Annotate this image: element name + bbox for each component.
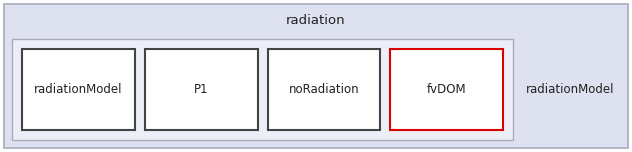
Text: fvDOM: fvDOM bbox=[427, 83, 466, 96]
FancyBboxPatch shape bbox=[390, 49, 503, 130]
FancyBboxPatch shape bbox=[145, 49, 257, 130]
Text: radiationModel: radiationModel bbox=[34, 83, 123, 96]
FancyBboxPatch shape bbox=[267, 49, 380, 130]
Text: P1: P1 bbox=[194, 83, 209, 96]
FancyBboxPatch shape bbox=[4, 4, 628, 148]
Text: radiationModel: radiationModel bbox=[526, 83, 615, 96]
Text: noRadiation: noRadiation bbox=[289, 83, 359, 96]
Text: radiation: radiation bbox=[286, 14, 346, 26]
FancyBboxPatch shape bbox=[12, 39, 513, 140]
FancyBboxPatch shape bbox=[22, 49, 135, 130]
